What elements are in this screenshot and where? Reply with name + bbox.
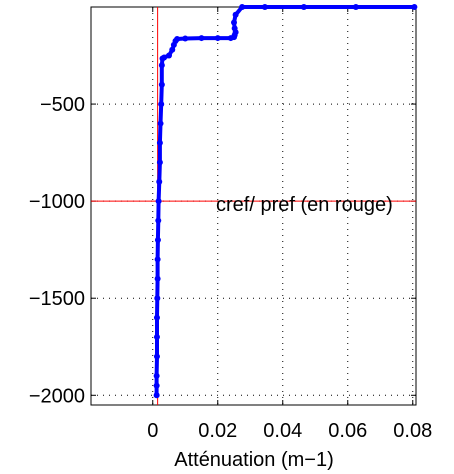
data-point (156, 159, 163, 166)
data-point (157, 120, 164, 127)
data-point (155, 198, 162, 205)
data-point (227, 35, 234, 42)
data-point (154, 295, 161, 302)
data-point (154, 236, 161, 243)
y-tick-label: −1000 (29, 191, 85, 213)
data-point (156, 178, 163, 185)
data-point (153, 372, 160, 379)
data-point (231, 19, 237, 26)
data-point (153, 353, 160, 360)
data-point (170, 41, 177, 48)
data-point (153, 382, 160, 389)
x-axis: 0 0.02 0.04 0.06 0.08 (147, 7, 432, 442)
y-tick-label: −500 (40, 94, 85, 116)
y-tick-label: −2000 (29, 385, 85, 407)
x-tick-label: 0.02 (198, 420, 237, 442)
y-tick-label: −1500 (29, 288, 85, 310)
data-point (198, 35, 205, 42)
series-group (153, 4, 418, 399)
data-point (154, 275, 161, 282)
data-point (214, 35, 221, 42)
x-axis-label: Atténuation (m−1) (174, 449, 334, 471)
data-point (154, 256, 161, 263)
data-point (158, 62, 165, 69)
data-point (158, 81, 165, 88)
data-point (300, 4, 307, 10)
data-point (232, 11, 239, 18)
data-point (153, 314, 160, 321)
data-point (159, 55, 166, 62)
x-tick-label: 0.04 (263, 420, 302, 442)
data-point (153, 392, 160, 399)
data-point (169, 46, 176, 53)
data-point (261, 4, 268, 10)
data-point (411, 4, 418, 10)
x-tick-label: 0 (147, 420, 158, 442)
y-axis: −500 −1000 −1500 −2000 (29, 94, 416, 407)
x-tick-label: 0.06 (328, 420, 367, 442)
data-point (239, 4, 246, 10)
data-point (352, 4, 359, 10)
data-point (156, 139, 163, 146)
data-point (155, 217, 162, 224)
annotation-cref-pref: cref/ pref (en rouge) (216, 194, 393, 216)
data-point (158, 101, 165, 108)
data-point (166, 52, 172, 59)
data-point (182, 35, 189, 42)
x-tick-label: 0.08 (393, 420, 432, 442)
data-point (153, 334, 160, 341)
